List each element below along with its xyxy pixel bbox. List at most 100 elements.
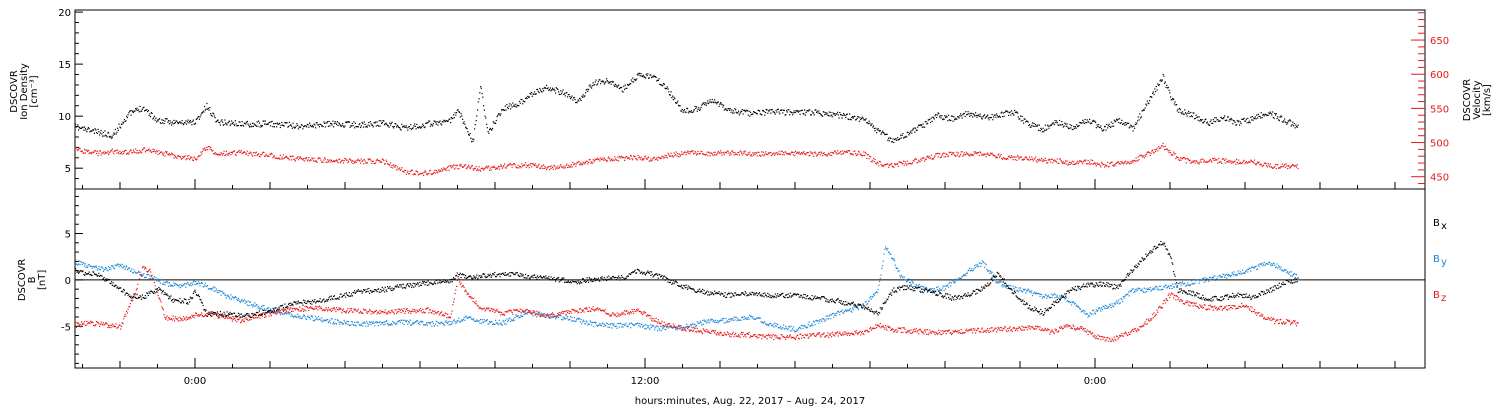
density-point xyxy=(660,84,662,86)
velocity-point xyxy=(891,165,893,167)
density-point xyxy=(423,125,425,127)
velocity-point xyxy=(1096,162,1098,164)
density-point xyxy=(1095,121,1097,123)
velocity-point xyxy=(1170,154,1172,156)
velocity-point xyxy=(159,153,161,155)
density-point xyxy=(1172,97,1174,99)
velocity-point xyxy=(780,153,782,155)
density-point xyxy=(1124,124,1126,126)
by-point xyxy=(1167,285,1169,287)
velocity-point xyxy=(854,150,856,152)
density-point xyxy=(377,124,379,126)
density-point xyxy=(677,100,679,102)
by-point xyxy=(420,320,422,322)
density-point xyxy=(1191,115,1193,117)
density-point xyxy=(94,128,96,130)
density-point xyxy=(996,115,998,117)
by-point xyxy=(1179,282,1181,284)
density-point xyxy=(873,125,875,127)
velocity-point xyxy=(686,151,688,154)
by-point xyxy=(390,324,392,326)
velocity-point xyxy=(243,151,245,153)
density-point xyxy=(1275,114,1277,116)
velocity-point xyxy=(174,154,176,156)
velocity-point xyxy=(804,153,806,155)
density-point xyxy=(789,111,791,113)
by-point xyxy=(1256,268,1258,271)
by-point xyxy=(344,321,346,323)
velocity-point xyxy=(1138,159,1140,161)
velocity-point xyxy=(1277,164,1279,166)
density-point xyxy=(734,108,736,110)
by-point xyxy=(832,312,834,314)
density-point xyxy=(681,108,683,111)
velocity-point xyxy=(1123,162,1125,164)
by-point xyxy=(273,309,275,311)
by-point xyxy=(641,323,643,325)
by-point xyxy=(894,264,896,266)
density-point xyxy=(614,85,616,87)
velocity-point xyxy=(723,154,725,156)
velocity-point xyxy=(945,153,947,156)
by-point xyxy=(1089,312,1091,314)
by-point xyxy=(1204,277,1206,279)
by-point xyxy=(755,318,757,320)
velocity-point xyxy=(696,153,698,155)
velocity-point xyxy=(294,160,296,162)
velocity-point xyxy=(1026,158,1028,160)
velocity-point xyxy=(386,161,388,163)
velocity-point xyxy=(621,155,623,157)
velocity-point xyxy=(885,164,887,166)
velocity-point xyxy=(729,154,731,156)
density-point xyxy=(107,132,109,134)
density-point xyxy=(642,76,644,78)
density-point xyxy=(233,123,235,125)
velocity-point xyxy=(177,155,179,157)
by-point xyxy=(466,317,468,319)
density-point xyxy=(699,109,701,111)
density-point xyxy=(102,135,104,137)
density-point xyxy=(177,122,179,125)
velocity-point xyxy=(1110,162,1112,164)
velocity-point xyxy=(754,154,756,156)
velocity-point xyxy=(1275,163,1277,165)
velocity-point xyxy=(677,153,679,155)
by-point xyxy=(1260,263,1262,265)
velocity-point xyxy=(331,161,333,163)
velocity-point xyxy=(172,154,174,156)
by-point xyxy=(856,307,858,309)
by-point xyxy=(138,270,140,272)
by-point xyxy=(345,322,347,324)
by-point xyxy=(1131,288,1133,290)
by-point xyxy=(877,288,879,291)
velocity-point xyxy=(84,148,86,150)
density-point xyxy=(1113,125,1115,127)
velocity-point xyxy=(189,159,191,161)
density-point xyxy=(1033,122,1035,125)
by-point xyxy=(546,313,548,315)
density-point xyxy=(1275,113,1277,115)
density-point xyxy=(1014,111,1016,113)
velocity-point xyxy=(1064,162,1066,164)
density-point xyxy=(813,114,815,116)
velocity-point xyxy=(996,157,998,159)
velocity-point xyxy=(173,157,175,159)
density-point xyxy=(645,73,647,75)
density-point xyxy=(1160,79,1162,81)
velocity-point xyxy=(90,152,92,154)
by-point xyxy=(720,320,722,322)
density-point xyxy=(399,128,401,130)
density-point xyxy=(126,115,128,117)
by-point xyxy=(623,323,625,325)
by-point xyxy=(180,287,182,289)
density-point xyxy=(372,124,374,126)
density-point xyxy=(392,126,394,128)
velocity-point xyxy=(1107,166,1109,168)
density-point xyxy=(1269,111,1271,113)
density-point xyxy=(701,104,703,106)
velocity-point xyxy=(1010,156,1012,159)
velocity-point xyxy=(861,154,863,156)
by-point xyxy=(746,318,748,320)
density-point xyxy=(1273,117,1275,119)
by-point xyxy=(401,319,403,321)
